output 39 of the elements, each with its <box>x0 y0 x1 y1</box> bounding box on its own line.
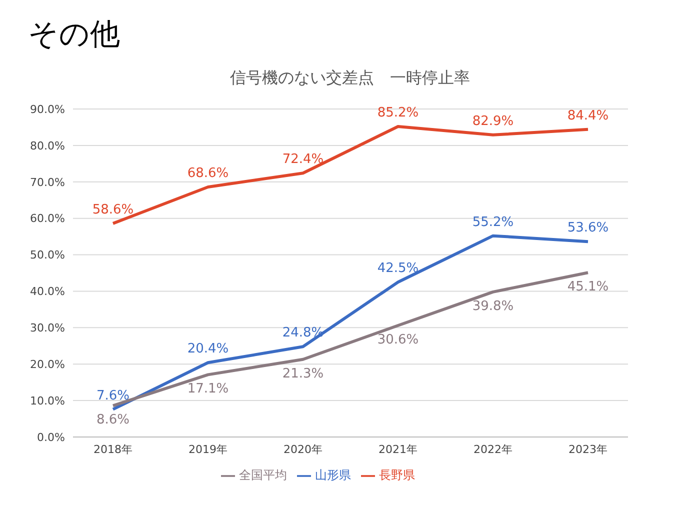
y-tick-label: 30.0% <box>30 322 65 335</box>
y-tick-label: 60.0% <box>30 212 65 226</box>
x-tick-label: 2020年 <box>284 442 322 456</box>
data-label: 21.3% <box>282 366 324 382</box>
y-tick-label: 70.0% <box>30 176 65 189</box>
data-label: 8.6% <box>96 412 130 428</box>
x-tick-label: 2021年 <box>378 442 418 456</box>
data-label: 82.9% <box>472 114 514 129</box>
data-label: 84.4% <box>567 108 609 124</box>
legend-label: 全国平均 <box>239 468 287 482</box>
x-tick-label: 2018年 <box>94 442 132 456</box>
y-tick-label: 10.0% <box>30 394 65 408</box>
data-label: 85.2% <box>377 105 419 120</box>
chart-title: 信号機のない交差点 一時停止率 <box>229 68 471 89</box>
legend-label: 山形県 <box>315 468 351 482</box>
data-label: 55.2% <box>472 214 514 230</box>
data-label: 68.6% <box>187 166 229 181</box>
y-tick-label: 40.0% <box>30 285 65 298</box>
data-label: 72.4% <box>282 152 324 168</box>
y-tick-label: 50.0% <box>30 248 65 262</box>
x-tick-label: 2023年 <box>568 442 608 456</box>
x-tick-label: 2022年 <box>474 442 512 456</box>
data-label: 17.1% <box>187 382 229 397</box>
data-label: 7.6% <box>96 388 130 404</box>
y-tick-label: 80.0% <box>30 139 65 152</box>
y-tick-label: 90.0% <box>30 102 65 116</box>
text: その他 <box>27 16 121 54</box>
data-label: 39.8% <box>472 298 514 314</box>
data-label: 24.8% <box>282 326 324 341</box>
data-label: 42.5% <box>377 261 419 276</box>
data-label: 58.6% <box>92 202 134 218</box>
x-tick-label: 2019年 <box>188 442 228 456</box>
data-label: 53.6% <box>567 220 609 236</box>
data-label: 45.1% <box>567 280 609 295</box>
y-tick-label: 20.0% <box>30 358 65 372</box>
data-label: 30.6% <box>377 332 419 348</box>
data-label: 20.4% <box>187 342 229 357</box>
y-tick-label: 0.0% <box>37 430 65 444</box>
legend-label: 長野県 <box>379 468 415 482</box>
